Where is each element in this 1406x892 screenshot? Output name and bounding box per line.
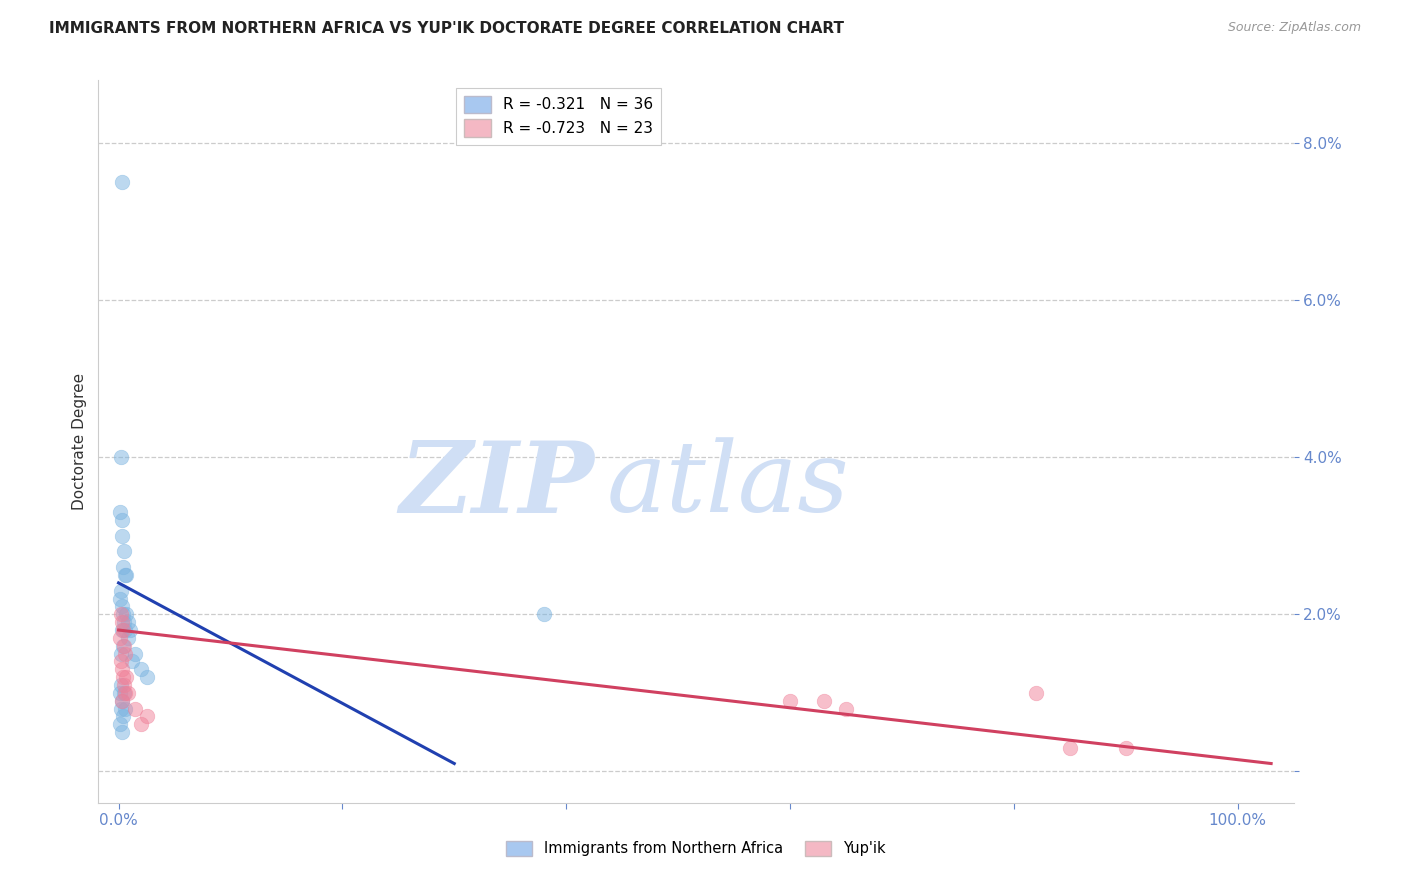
Point (112, 670, 135, 684)
Point (1115, 740, 1137, 755)
Point (114, 647, 136, 661)
Point (114, 701, 136, 715)
Point (112, 560, 135, 574)
Point (1059, 740, 1081, 755)
Y-axis label: Doctorate Degree: Doctorate Degree (72, 373, 87, 510)
Point (111, 175, 134, 189)
Point (135, 709, 157, 723)
Point (111, 529, 134, 543)
Point (110, 655, 132, 669)
Point (129, 717, 152, 731)
Point (110, 450, 132, 465)
Point (112, 544, 135, 558)
Point (110, 583, 132, 598)
Point (112, 639, 135, 653)
Point (114, 686, 136, 700)
Point (117, 615, 139, 630)
Point (124, 701, 146, 715)
Point (115, 568, 138, 582)
Legend: Immigrants from Northern Africa, Yup'ik: Immigrants from Northern Africa, Yup'ik (502, 837, 890, 861)
Text: ZIP: ZIP (399, 437, 595, 533)
Point (115, 607, 138, 622)
Point (111, 513, 134, 527)
Point (112, 686, 135, 700)
Point (1025, 686, 1047, 700)
Point (111, 599, 134, 614)
Point (121, 655, 143, 669)
Text: Source: ZipAtlas.com: Source: ZipAtlas.com (1227, 21, 1361, 34)
Point (112, 607, 135, 622)
Point (111, 615, 134, 630)
Point (112, 623, 135, 637)
Point (108, 505, 131, 519)
Point (112, 709, 135, 723)
Point (108, 631, 131, 645)
Point (110, 701, 132, 715)
Point (112, 615, 135, 630)
Point (124, 647, 146, 661)
Point (835, 701, 858, 715)
Point (111, 694, 134, 708)
Text: atlas: atlas (606, 437, 849, 533)
Point (111, 623, 134, 637)
Point (117, 631, 139, 645)
Point (112, 678, 135, 692)
Point (114, 623, 136, 637)
Point (129, 662, 152, 676)
Point (110, 607, 132, 622)
Point (110, 647, 132, 661)
Point (114, 568, 136, 582)
Point (108, 591, 131, 606)
Point (111, 694, 134, 708)
Point (115, 670, 138, 684)
Point (112, 639, 135, 653)
Point (135, 670, 157, 684)
Point (110, 678, 132, 692)
Point (533, 607, 555, 622)
Text: IMMIGRANTS FROM NORTHERN AFRICA VS YUP'IK DOCTORATE DEGREE CORRELATION CHART: IMMIGRANTS FROM NORTHERN AFRICA VS YUP'I… (49, 21, 844, 36)
Point (108, 717, 131, 731)
Point (779, 694, 801, 708)
Point (118, 623, 141, 637)
Point (108, 686, 131, 700)
Point (111, 662, 134, 676)
Point (111, 725, 134, 739)
Point (813, 694, 835, 708)
Point (117, 686, 139, 700)
